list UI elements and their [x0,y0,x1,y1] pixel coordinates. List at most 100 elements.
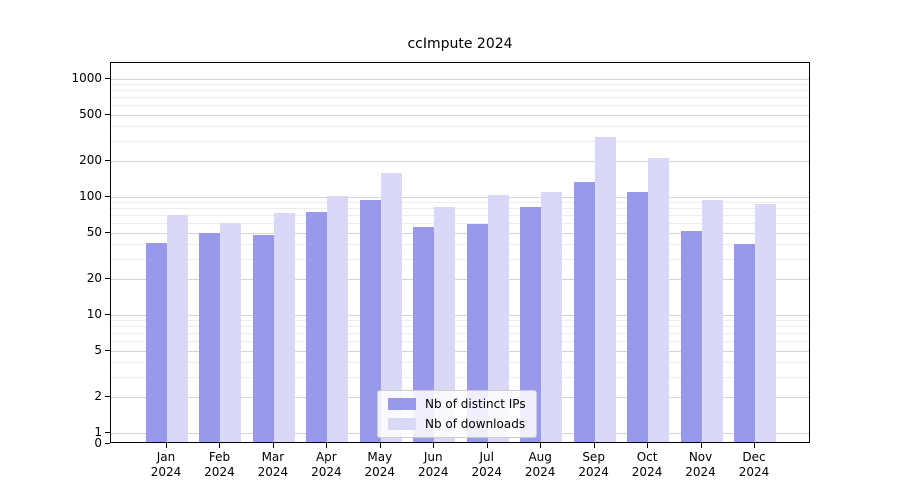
bar-distinct-ips [359,199,381,442]
legend: Nb of distinct IPs Nb of downloads [377,390,537,438]
bar-downloads [327,196,349,442]
bar-downloads [380,172,402,442]
y-tick-label: 500 [79,106,102,121]
chart-title: ccImpute 2024 [407,36,513,52]
minor-gridline [111,208,809,210]
x-tick-mark [166,443,167,448]
y-tick-label: 0 [94,436,102,450]
y-tick-mark [105,78,110,79]
minor-gridline [111,376,809,378]
minor-gridline [111,326,809,328]
y-tick-label: 1 [94,425,102,439]
bar-downloads [273,213,295,442]
x-tick-label: Feb 2024 [204,450,235,479]
x-tick-mark [272,443,274,448]
x-tick-mark [219,443,221,448]
bar-distinct-ips [306,212,328,442]
y-tick-label: 10 [86,307,102,321]
y-tick-label: 1000 [71,71,102,85]
bar-downloads [220,223,242,442]
minor-gridline [111,215,809,217]
legend-label-downloads: Nb of downloads [425,417,526,431]
legend-swatch-downloads [388,418,416,430]
bar-distinct-ips [627,192,649,442]
major-gridline [111,114,809,116]
y-tick-mark [105,443,110,444]
minor-gridline [111,125,809,127]
legend-item-distinct-ips: Nb of distinct IPs [388,397,526,411]
x-tick-label: Dec 2024 [738,450,770,479]
y-tick-label: 200 [79,153,102,168]
x-tick-label: Nov 2024 [685,450,716,479]
major-gridline [111,315,809,316]
major-gridline [111,79,809,80]
x-tick-mark [433,443,435,448]
y-tick-mark [105,113,110,115]
bar-distinct-ips [146,242,167,442]
plot-area [110,62,810,443]
major-gridline [111,197,809,198]
x-tick-label: Aug 2024 [524,450,556,479]
legend-label-distinct-ips: Nb of distinct IPs [425,397,526,411]
bar-downloads [648,157,670,442]
y-tick-mark [105,196,110,197]
y-tick-label: 20 [86,271,102,286]
bar-downloads [167,215,188,442]
x-tick-label: Apr 2024 [311,450,342,479]
bar-distinct-ips [734,243,755,442]
x-tick-mark [326,443,328,448]
x-tick-label: Sep 2024 [578,450,609,479]
bar-distinct-ips [573,181,595,442]
y-tick-mark [105,278,110,280]
minor-gridline [111,105,809,107]
y-tick-mark [105,231,110,233]
minor-gridline [111,90,809,92]
x-tick-mark [700,443,702,448]
x-tick-label: Jul 2024 [471,450,502,479]
bar-distinct-ips [466,224,488,442]
x-tick-mark [486,443,488,448]
bar-downloads [434,206,456,442]
y-tick-mark [105,432,110,433]
minor-gridline [111,140,809,142]
minor-gridline [111,223,809,225]
x-tick-label: Jun 2024 [417,450,449,479]
x-tick-label: May 2024 [364,450,396,479]
bar-downloads [487,195,509,442]
minor-gridline [111,361,809,363]
minor-gridline [111,97,809,99]
minor-gridline [111,243,809,245]
y-tick-mark [105,349,110,351]
y-tick-label: 50 [86,224,102,239]
minor-gridline [111,341,809,343]
minor-gridline [111,258,809,260]
y-tick-mark [105,314,110,315]
y-tick-mark [105,396,110,398]
major-gridline [111,279,809,281]
x-tick-label: Mar 2024 [257,450,289,479]
major-gridline [111,232,809,234]
minor-gridline [111,320,809,322]
x-tick-mark [379,443,381,448]
minor-gridline [111,84,809,86]
y-tick-mark [105,160,110,162]
bar-downloads [701,200,723,442]
major-gridline [111,161,809,163]
minor-gridline [111,202,809,204]
bar-distinct-ips [199,232,221,442]
x-tick-mark [593,443,595,448]
x-tick-mark [647,443,649,448]
bar-distinct-ips [680,230,702,442]
y-tick-label: 2 [94,389,102,404]
x-tick-mark [540,443,542,448]
bar-distinct-ips [252,234,274,442]
bar-downloads [594,137,616,442]
bar-distinct-ips [413,226,435,442]
major-gridline [111,350,809,352]
minor-gridline [111,333,809,335]
bar-downloads [541,192,563,442]
y-tick-label: 100 [79,189,102,203]
x-tick-label: Jan 2024 [150,450,182,479]
bar-downloads [755,203,776,442]
